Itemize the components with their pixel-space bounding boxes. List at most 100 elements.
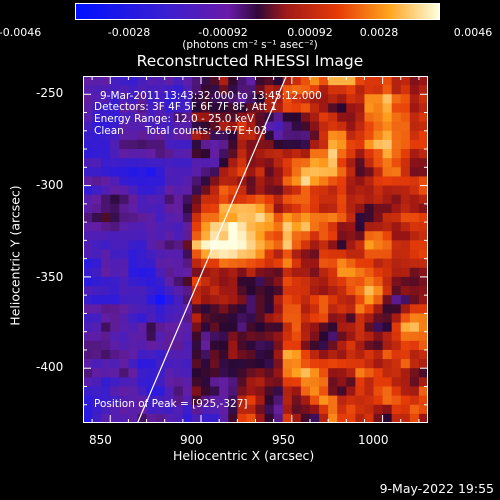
heatmap-cell xyxy=(146,368,157,378)
heatmap-cell xyxy=(237,267,247,278)
heatmap-cell xyxy=(264,313,275,324)
heatmap-cell xyxy=(300,139,311,150)
heatmap-cell xyxy=(355,194,365,205)
heatmap-cell xyxy=(228,404,238,415)
heatmap-cell xyxy=(382,322,393,333)
heatmap-cell xyxy=(210,231,220,241)
heatmap-cell xyxy=(282,249,293,260)
heatmap-cell xyxy=(300,185,311,196)
heatmap-cell xyxy=(409,359,420,369)
heatmap-cell xyxy=(137,203,148,214)
heatmap-cell xyxy=(409,176,420,187)
heatmap-cell xyxy=(391,76,402,86)
heatmap-cell xyxy=(119,404,129,415)
heatmap-cell xyxy=(137,413,148,423)
heatmap-cell xyxy=(83,212,93,223)
heatmap-cell xyxy=(291,295,302,305)
heatmap-cell xyxy=(164,331,175,342)
heatmap-cell xyxy=(337,404,347,415)
heatmap-cell xyxy=(173,267,184,278)
heatmap-cell xyxy=(110,267,120,278)
heatmap-cell xyxy=(373,349,384,360)
heatmap-cell xyxy=(173,276,184,287)
heatmap-cell xyxy=(409,94,420,104)
heatmap-cell xyxy=(273,103,284,114)
heatmap-cell xyxy=(128,258,138,269)
heatmap-cell xyxy=(237,349,247,360)
heatmap-cell xyxy=(300,395,311,406)
heatmap-cell xyxy=(101,85,111,95)
heatmap-cell xyxy=(282,276,293,287)
heatmap-cell xyxy=(119,386,129,397)
heatmap-cell xyxy=(246,176,256,187)
heatmap-cell xyxy=(101,194,111,205)
heatmap-cell xyxy=(201,395,211,406)
heatmap-cell xyxy=(328,286,338,296)
heatmap-cell xyxy=(201,313,211,324)
heatmap-cell xyxy=(173,103,184,114)
heatmap-cell xyxy=(309,349,320,360)
heatmap-cell xyxy=(391,258,402,269)
heatmap-cell xyxy=(128,368,138,378)
heatmap-cell xyxy=(346,404,356,415)
heatmap-cell xyxy=(418,231,428,241)
heatmap-cell xyxy=(164,267,175,278)
heatmap-cell xyxy=(309,194,320,205)
heatmap-cell xyxy=(201,249,211,260)
heatmap-cell xyxy=(128,295,138,305)
heatmap-cell xyxy=(273,158,284,168)
heatmap-cell xyxy=(273,222,284,232)
heatmap-cell xyxy=(364,395,375,406)
heatmap-cell xyxy=(273,130,284,141)
heatmap-cell xyxy=(309,395,320,406)
heatmap-cell xyxy=(146,85,157,95)
heatmap-cell xyxy=(255,368,266,378)
heatmap-cell xyxy=(164,340,175,351)
heatmap-cell xyxy=(328,276,338,287)
heatmap-cell xyxy=(364,413,375,423)
heatmap-cell xyxy=(337,185,347,196)
heatmap-cell xyxy=(173,413,184,423)
heatmap-cell xyxy=(146,249,157,260)
heatmap-cell xyxy=(210,139,220,150)
heatmap-cell xyxy=(191,413,202,423)
heatmap-cell xyxy=(355,149,365,159)
heatmap-cell xyxy=(337,340,347,351)
heatmap-cell xyxy=(164,304,175,314)
heatmap-cell xyxy=(300,112,311,123)
heatmap-cell xyxy=(264,130,275,141)
heatmap-cell xyxy=(282,304,293,314)
heatmap-cell xyxy=(237,76,247,86)
heatmap-cell xyxy=(146,222,157,232)
heatmap-cell xyxy=(273,404,284,415)
heatmap-cell xyxy=(337,258,347,269)
heatmap-cell xyxy=(418,286,428,296)
heatmap-cell xyxy=(228,322,238,333)
heatmap-cell xyxy=(219,203,229,214)
heatmap-cell xyxy=(110,185,120,196)
heatmap-cell xyxy=(282,130,293,141)
heatmap-cell xyxy=(83,313,93,324)
colorbar-tick: -0.0046 xyxy=(0,26,42,39)
heatmap-cell xyxy=(309,112,320,123)
heatmap-cell xyxy=(228,76,238,86)
heatmap-cell xyxy=(264,121,275,132)
heatmap-cell xyxy=(382,413,393,423)
heatmap-cell xyxy=(155,139,166,150)
heatmap-cell xyxy=(273,76,284,86)
heatmap-cell xyxy=(400,158,411,168)
heatmap-cell xyxy=(228,139,238,150)
heatmap-cell xyxy=(137,167,148,177)
heatmap-cell xyxy=(264,222,275,232)
heatmap-cell xyxy=(246,304,256,314)
heatmap-cell xyxy=(83,340,93,351)
heatmap-cell xyxy=(128,386,138,397)
heatmap-cell xyxy=(382,130,393,141)
heatmap-cell xyxy=(155,85,166,95)
heatmap-cell xyxy=(319,267,329,278)
heatmap-cell xyxy=(355,139,365,150)
heatmap-cell xyxy=(128,349,138,360)
heatmap-cell xyxy=(191,94,202,104)
heatmap-cell xyxy=(191,267,202,278)
heatmap-cell xyxy=(201,85,211,95)
